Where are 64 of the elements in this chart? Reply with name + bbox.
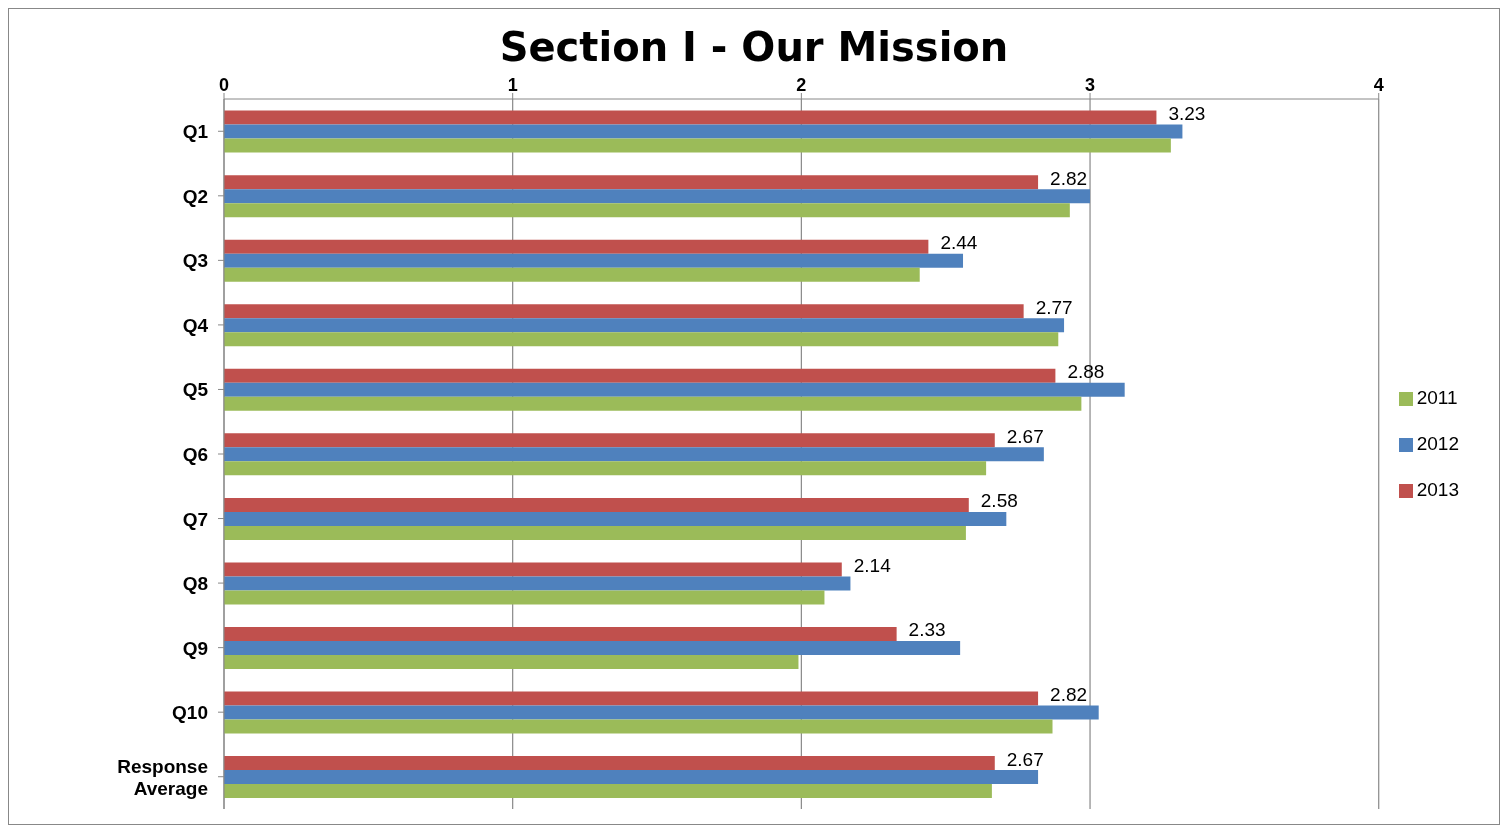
bar: [224, 368, 1056, 383]
bar: [224, 447, 1044, 462]
data-label: 2.14: [853, 554, 892, 576]
bar: [224, 640, 961, 655]
data-label: 2.67: [1006, 748, 1044, 770]
y-tick-label: Q3: [182, 249, 208, 271]
data-label: 2.82: [1050, 684, 1088, 706]
legend-label: 2013: [1416, 479, 1459, 500]
bar: [224, 124, 1183, 139]
x-tick-label: 4: [1373, 75, 1384, 95]
y-tick-label: Q4: [182, 314, 209, 336]
bar: [224, 576, 851, 591]
bar: [224, 318, 1065, 333]
data-label: 2.88: [1067, 361, 1105, 383]
y-tick-label: Q5: [182, 378, 209, 400]
y-tick-label: Q8: [182, 572, 208, 594]
bar: [224, 138, 1171, 153]
bar: [224, 267, 920, 282]
chart-title: Section I - Our Mission: [498, 23, 1010, 71]
bar: [224, 562, 842, 577]
y-tick-label: Q2: [182, 185, 208, 207]
data-label: 2.77: [1035, 296, 1073, 318]
bar: [224, 396, 1082, 411]
data-label: 2.67: [1006, 425, 1044, 447]
bar: [224, 175, 1039, 190]
bar: [224, 654, 799, 669]
y-tick-label: Response Average: [117, 755, 208, 799]
legend-label: 2011: [1416, 387, 1458, 408]
bar: [224, 332, 1059, 347]
bar: [224, 304, 1024, 319]
bar: [224, 784, 992, 799]
bar: [224, 203, 1070, 218]
data-label: 2.82: [1050, 167, 1088, 189]
bar: [224, 110, 1157, 125]
bar: [224, 382, 1125, 397]
data-label: 2.33: [908, 619, 946, 641]
legend-label: 2012: [1416, 433, 1459, 454]
y-tick-label: Q10: [172, 701, 208, 723]
bar: [224, 497, 969, 512]
y-tick-label: Q9: [182, 637, 208, 659]
bar: [224, 719, 1053, 734]
bar: [224, 756, 995, 771]
data-label: 3.23: [1168, 103, 1206, 125]
x-tick-label: 0: [218, 75, 230, 95]
bar: [224, 461, 987, 476]
bar: [224, 626, 897, 641]
bar: [224, 511, 1007, 526]
bar: [224, 705, 1099, 720]
bar: [224, 189, 1091, 204]
x-tick-label: 1: [507, 75, 518, 95]
bar: [224, 691, 1039, 706]
data-label: 2.44: [940, 232, 978, 254]
bar: [224, 433, 995, 448]
bar: [224, 770, 1039, 785]
y-tick-label: Q7: [182, 508, 208, 530]
x-tick-label: 3: [1085, 75, 1096, 95]
bar: [224, 525, 966, 540]
data-label: 2.58: [980, 490, 1018, 512]
y-tick-label: Q6: [182, 443, 208, 465]
bar: [224, 253, 964, 268]
y-tick-label: Q1: [182, 120, 209, 142]
x-tick-label: 2: [796, 75, 807, 95]
bar: [224, 239, 929, 254]
bar: [224, 590, 825, 605]
